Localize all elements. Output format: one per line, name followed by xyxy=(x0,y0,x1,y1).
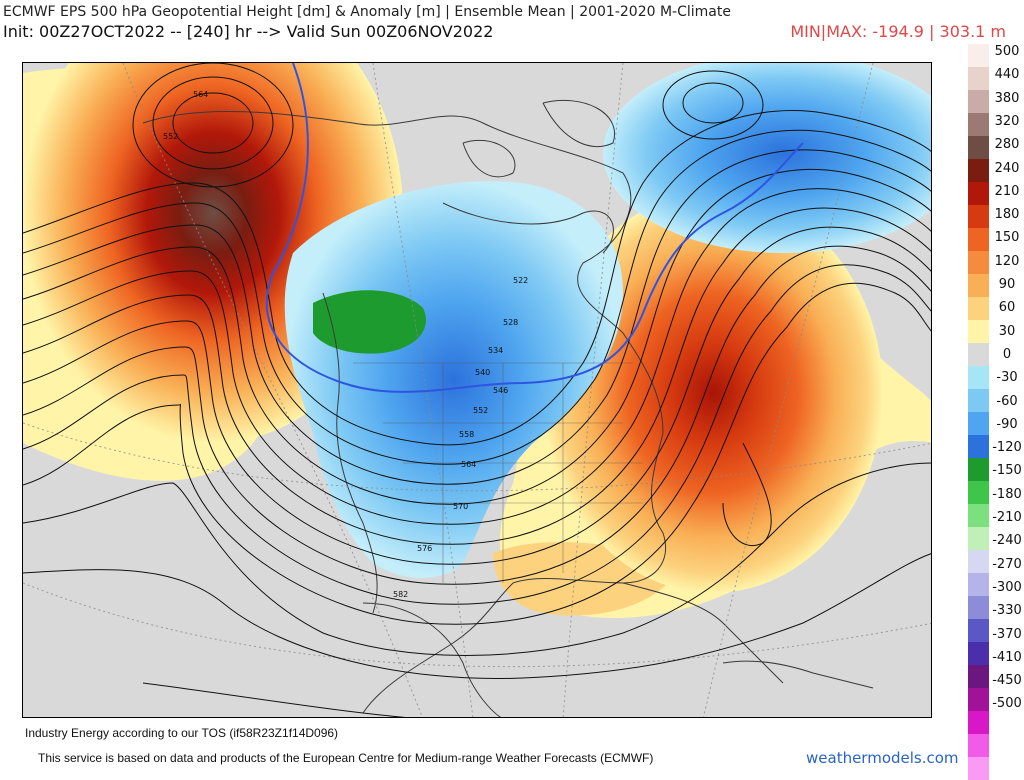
legend-label: -30 xyxy=(996,370,1018,386)
legend-label: 120 xyxy=(994,253,1020,269)
legend-swatch xyxy=(968,527,989,550)
legend-swatch xyxy=(968,159,989,182)
legend-swatch xyxy=(968,44,989,67)
contour-label: 582 xyxy=(393,590,408,599)
legend-swatch xyxy=(968,435,989,458)
legend-swatch xyxy=(968,228,989,251)
legend-label: -210 xyxy=(992,510,1022,525)
legend-swatch xyxy=(968,688,989,711)
legend-label: -450 xyxy=(992,673,1022,689)
legend-swatch xyxy=(968,550,989,573)
legend-swatch xyxy=(968,596,989,619)
legend-swatch xyxy=(968,205,989,228)
contour-label: 552 xyxy=(473,406,488,415)
legend-label: -370 xyxy=(992,626,1022,642)
init-valid-time: Init: 00Z27OCT2022 -- [240] hr --> Valid… xyxy=(3,22,494,41)
legend-swatch xyxy=(968,136,989,159)
legend-swatch xyxy=(968,665,989,688)
anomaly-map: 522 528 534 540 546 552 558 564 570 576 … xyxy=(22,62,932,718)
legend-label: 0 xyxy=(1002,346,1012,362)
legend-swatch xyxy=(968,366,989,389)
legend-label: 150 xyxy=(994,230,1020,246)
legend-label: 440 xyxy=(994,67,1020,83)
contour-label: 564 xyxy=(193,90,208,99)
legend-label: -180 xyxy=(992,486,1022,502)
legend-swatch xyxy=(968,297,989,320)
min-max-readout: MIN|MAX: -194.9 | 303.1 m xyxy=(790,22,1006,41)
legend-label: 90 xyxy=(998,277,1016,292)
license-line: Industry Energy according to our TOS (if… xyxy=(25,726,339,740)
legend-label: 500 xyxy=(994,44,1020,59)
legend-swatch xyxy=(968,343,989,366)
legend-swatch xyxy=(968,734,989,757)
legend-label: 210 xyxy=(994,183,1020,199)
legend-swatch xyxy=(968,757,989,780)
contour-label: 522 xyxy=(513,276,528,285)
legend-label: -330 xyxy=(992,603,1022,619)
legend-label: -410 xyxy=(992,649,1022,665)
contour-label: 540 xyxy=(475,368,490,377)
contour-label: 552 xyxy=(163,132,178,141)
legend-swatch xyxy=(968,274,989,297)
legend-label: 380 xyxy=(994,90,1020,106)
legend-swatch xyxy=(968,619,989,642)
brand-link[interactable]: weathermodels.com xyxy=(806,749,959,767)
legend-label: -120 xyxy=(992,440,1022,456)
legend-swatch xyxy=(968,573,989,596)
legend-label: 280 xyxy=(994,137,1020,153)
legend-swatch xyxy=(968,320,989,343)
legend-label: -300 xyxy=(992,579,1022,595)
contour-label: 570 xyxy=(453,502,468,511)
legend-label: 180 xyxy=(994,207,1020,223)
legend-label: 320 xyxy=(994,113,1020,129)
legend-label: 240 xyxy=(994,160,1020,176)
contour-label: 558 xyxy=(459,430,474,439)
contour-label: 564 xyxy=(461,460,476,469)
legend-label: -270 xyxy=(992,556,1022,572)
legend-swatch xyxy=(968,504,989,527)
legend-swatch xyxy=(968,711,989,734)
legend-label: -90 xyxy=(996,416,1018,432)
contour-label: 528 xyxy=(503,318,518,327)
legend-swatch xyxy=(968,90,989,113)
legend-swatch xyxy=(968,642,989,665)
legend-label: 30 xyxy=(998,323,1016,339)
legend-label: 60 xyxy=(998,300,1016,316)
contour-label: 534 xyxy=(488,346,503,355)
legend-swatch xyxy=(968,251,989,274)
legend-swatch xyxy=(968,67,989,90)
legend-label: -500 xyxy=(992,696,1022,712)
legend-label: -240 xyxy=(992,533,1022,549)
legend-swatch xyxy=(968,182,989,205)
legend-swatch xyxy=(968,412,989,435)
map-graphics: 522 528 534 540 546 552 558 564 570 576 … xyxy=(23,63,931,717)
contour-label: 576 xyxy=(417,544,432,553)
map-title: ECMWF EPS 500 hPa Geopotential Height [d… xyxy=(3,4,731,20)
legend-swatch xyxy=(968,458,989,481)
legend-swatch xyxy=(968,481,989,504)
contour-label: 546 xyxy=(493,386,508,395)
legend-swatch xyxy=(968,389,989,412)
legend-swatch xyxy=(968,113,989,136)
legend-label: -60 xyxy=(996,393,1018,409)
ecmwf-attribution: This service is based on data and produc… xyxy=(38,751,654,765)
legend-label: -150 xyxy=(992,463,1022,479)
